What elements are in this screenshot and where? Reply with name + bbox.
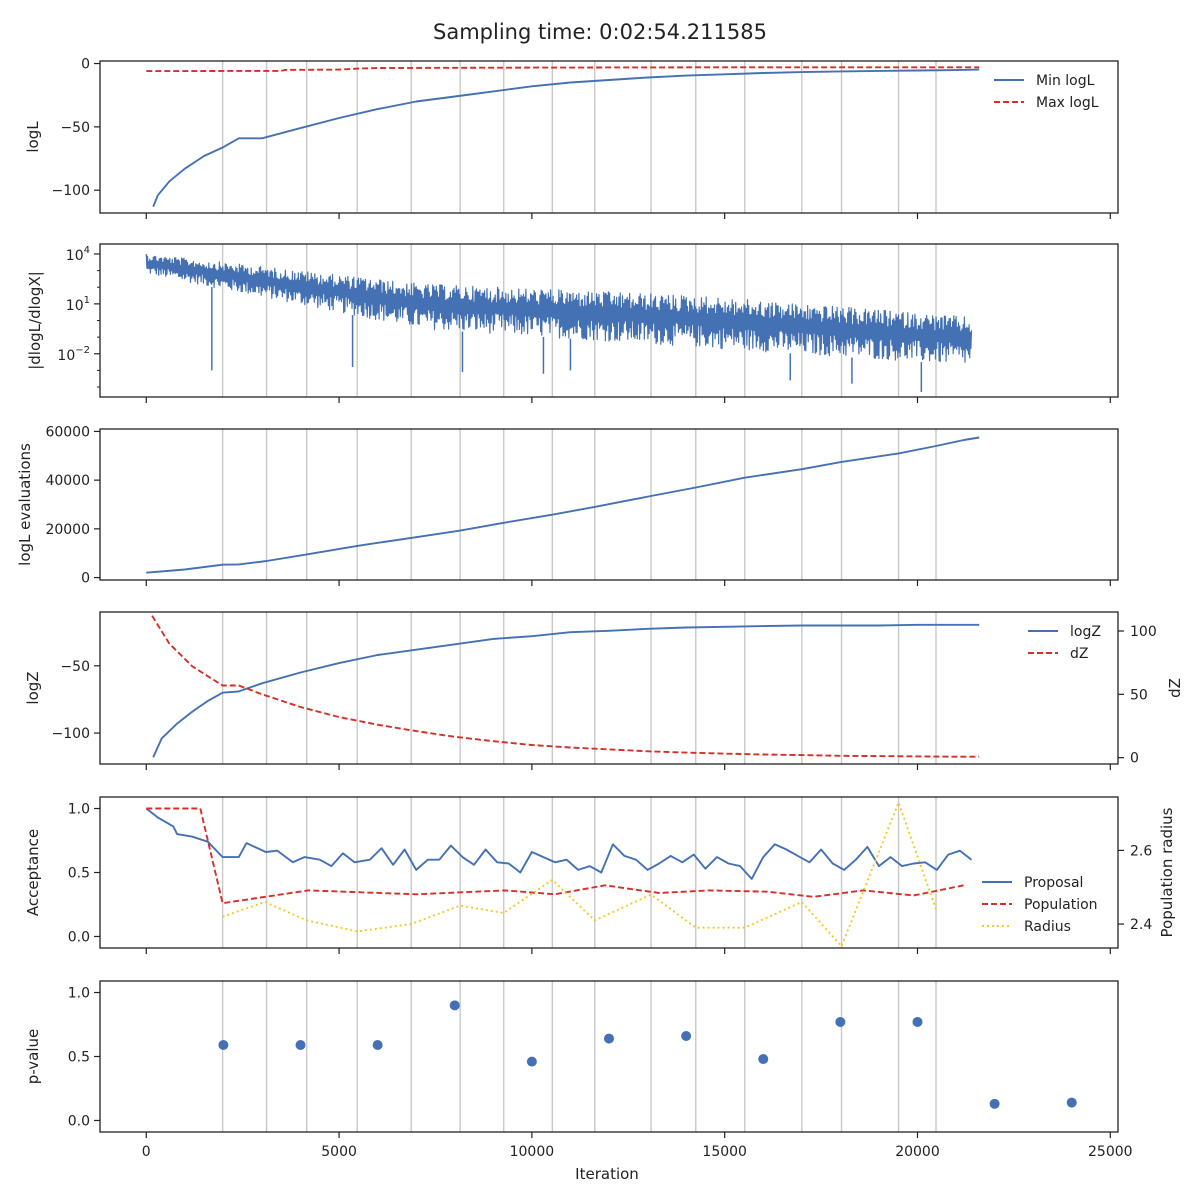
y-right-tick-label: 50 (1130, 687, 1148, 703)
axes-frame (99, 60, 1119, 214)
data-point (912, 1016, 923, 1027)
y-tick-label: 0 (81, 571, 90, 587)
series-radius (222, 801, 937, 948)
legend-label: dZ (1070, 646, 1088, 662)
y-axis-label: logL evaluations (16, 443, 34, 566)
y-axis-label: Acceptance (24, 829, 42, 916)
panel-p-value: 0 5000 10000 15000 20000 25000 0.0 0.5 1.0 p-valu… (24, 980, 1133, 1160)
series-population (146, 807, 964, 905)
y-tick-label: 0.5 (68, 1050, 90, 1066)
y-tick-label: −100 (52, 183, 90, 199)
panel-acceptance: 0.0 0.5 1.0 2.4 2.6 Acceptance Population radi… (24, 796, 1176, 954)
data-point (526, 1056, 537, 1067)
data-point (758, 1054, 769, 1065)
y-axis-label: p-value (24, 1029, 42, 1085)
data-point (835, 1016, 846, 1027)
y-tick-label: 10−2 (57, 345, 90, 364)
y-right-tick-label: 2.6 (1130, 843, 1152, 859)
series-max-logl (146, 66, 980, 73)
legend-label: Max logL (1036, 95, 1099, 111)
y-tick-label: 0 (81, 57, 90, 73)
legend-label: Min logL (1036, 73, 1095, 89)
data-point (989, 1098, 1000, 1109)
data-point (1066, 1097, 1077, 1108)
series-abs-dlogl-dlogx (145, 253, 973, 363)
axes-frame (99, 428, 1119, 581)
legend-label: Population (1024, 897, 1098, 913)
legend-label: Proposal (1024, 875, 1083, 891)
y-tick-label: 60000 (45, 424, 90, 440)
figure-title: Sampling time: 0:02:54.211585 (433, 20, 767, 44)
series-min-logl (152, 68, 980, 208)
y-tick-label: 0.5 (68, 866, 90, 882)
y-right-tick-label: 2.4 (1130, 917, 1152, 933)
data-point (449, 1000, 460, 1011)
y-tick-label: 1.0 (68, 802, 90, 818)
legend-label: Radius (1024, 919, 1071, 935)
legend-label: logZ (1070, 624, 1101, 640)
y-tick-label: 0.0 (68, 1113, 90, 1129)
x-tick-label: 5000 (321, 1144, 357, 1160)
y-axis-label: logL (24, 121, 42, 153)
data-point (681, 1031, 692, 1042)
panel-logl: 0 −50 −100 logL Min logL Max logL (24, 57, 1119, 219)
axes-frame (99, 980, 1119, 1133)
series-proposal (145, 807, 973, 880)
data-point (372, 1039, 383, 1050)
axes-frame (99, 611, 1119, 765)
y-right-tick-label: 100 (1130, 624, 1157, 640)
x-tick-label: 10000 (510, 1144, 555, 1160)
data-point (604, 1033, 614, 1044)
y-tick-label: 104 (66, 245, 90, 264)
x-tick-label: 15000 (702, 1144, 747, 1160)
y-tick-label: −50 (60, 120, 90, 136)
x-tick-label: 25000 (1088, 1144, 1133, 1160)
y-tick-label: −100 (52, 726, 90, 742)
y-axis-label: |dlogL/dlogX| (26, 271, 44, 370)
panel-logz: −50 −100 0 50 100 logZ dZ logZ dZ (24, 611, 1184, 770)
axes-frame (99, 796, 1119, 949)
axes-frame (99, 243, 1119, 398)
y-tick-label: 1.0 (68, 986, 90, 1002)
series-dz (151, 615, 980, 758)
y-tick-label: 20000 (45, 522, 90, 538)
data-point (295, 1039, 306, 1050)
y-right-tick-label: 0 (1130, 751, 1139, 767)
series-logz (152, 623, 980, 758)
series-logl-evaluations (146, 436, 980, 574)
y-right-axis-label: Population radius (1158, 807, 1176, 937)
y-axis-label: logZ (24, 671, 42, 704)
panel-logl-evaluations: 0 20000 40000 60000 logL evaluations (16, 424, 1119, 587)
y-tick-label: 40000 (45, 473, 90, 489)
x-tick-label: 0 (142, 1144, 151, 1160)
x-tick-label: 20000 (895, 1144, 940, 1160)
data-point (218, 1039, 229, 1050)
y-tick-label: −50 (60, 659, 90, 675)
y-right-axis-label: dZ (1166, 678, 1184, 698)
y-tick-label: 0.0 (68, 929, 90, 945)
panel-dlogl-dlogx: 104 101 10−2 |dlogL/dlogX| (26, 243, 1119, 403)
y-tick-label: 101 (66, 295, 90, 314)
x-axis-label: Iteration (575, 1165, 639, 1183)
